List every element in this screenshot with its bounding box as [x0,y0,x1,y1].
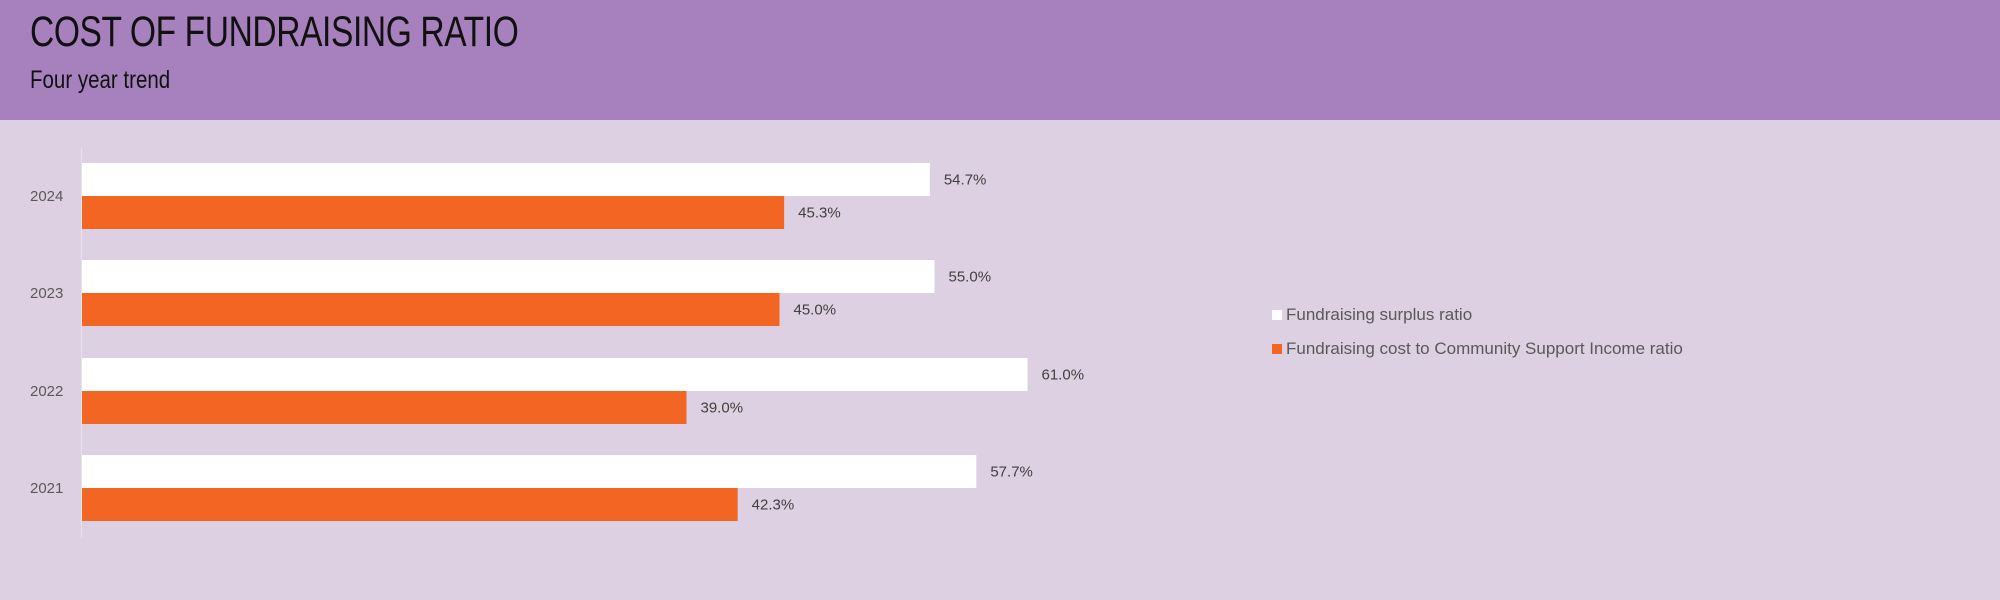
bar-cost [82,293,780,326]
category-label: 2024 [30,188,63,205]
legend-label-cost: Fundraising cost to Community Support In… [1286,339,1683,358]
header-banner: COST OF FUNDRAISING RATIO Four year tren… [0,0,2000,120]
page-subtitle: Four year trend [30,66,171,94]
legend-item-cost: Fundraising cost to Community Support In… [1272,332,1683,366]
bar-cost [82,391,687,424]
data-label: 45.3% [798,205,841,222]
category-label: 2022 [30,383,63,400]
category-label: 2021 [30,480,63,497]
bar-cost [82,488,738,521]
bar-surplus [82,358,1028,391]
data-label: 57.7% [990,464,1033,481]
chart-legend: Fundraising surplus ratio Fundraising co… [1272,298,1683,366]
data-label: 42.3% [752,497,795,514]
data-label: 54.7% [944,172,987,189]
category-label: 2023 [30,285,63,302]
bar-surplus [82,260,935,293]
page-title: COST OF FUNDRAISING RATIO [30,8,519,56]
legend-item-surplus: Fundraising surplus ratio [1272,298,1683,332]
bar-cost [82,196,785,229]
bar-surplus [82,163,930,196]
data-label: 39.0% [701,400,744,417]
bar-surplus [82,455,977,488]
data-label: 55.0% [949,269,992,286]
legend-label-surplus: Fundraising surplus ratio [1286,305,1473,324]
data-label: 61.0% [1042,367,1085,384]
legend-swatch-cost [1272,344,1282,354]
legend-swatch-surplus [1272,310,1282,320]
data-label: 45.0% [794,302,837,319]
